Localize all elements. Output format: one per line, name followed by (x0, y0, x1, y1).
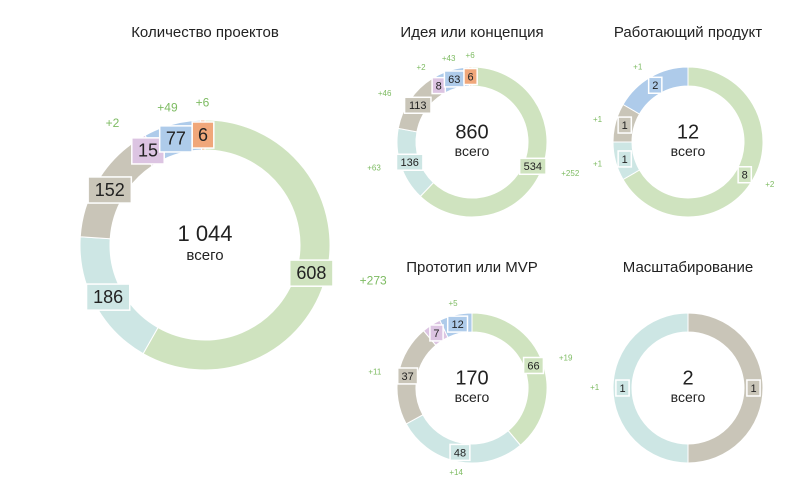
value-label: 1 (750, 383, 756, 395)
value-label: 7 (433, 328, 439, 340)
value-label: 534 (524, 161, 542, 173)
value-label-box (617, 150, 633, 168)
value-label-box (449, 443, 471, 462)
change-label: +2 (416, 63, 426, 72)
value-label: 66 (527, 360, 539, 372)
value-label-box (158, 125, 193, 153)
change-label: +46 (378, 89, 392, 98)
value-label: 77 (166, 129, 186, 149)
value-label-box (87, 176, 133, 204)
change-label: +1 (593, 115, 603, 124)
change-label: +1 (593, 159, 603, 168)
donut-segment (142, 119, 331, 371)
value-label: 12 (451, 319, 463, 331)
chart-title: Количество проектов (131, 24, 279, 41)
value-label: 37 (401, 371, 413, 383)
change-label: +2 (106, 116, 120, 130)
value-label-box (737, 166, 753, 184)
value-label-box (395, 153, 424, 171)
value-label: 63 (448, 74, 460, 86)
value-label: 2 (652, 80, 658, 92)
change-label: +11 (368, 367, 382, 376)
change-label: +5 (448, 299, 458, 308)
total-caption: всего (455, 143, 490, 159)
value-label-box (446, 315, 469, 333)
value-label: 1 (622, 154, 628, 166)
value-label: 6 (198, 125, 208, 145)
value-label: 1 (622, 120, 628, 132)
value-label-box (647, 76, 663, 95)
value-label-box (518, 157, 547, 176)
value-label: 152 (95, 180, 125, 200)
value-label: 8 (742, 170, 748, 182)
value-label-box (131, 137, 165, 165)
total-value: 170 (455, 367, 488, 389)
change-label: +63 (367, 164, 381, 173)
total-value: 860 (455, 121, 488, 143)
value-label-box (85, 283, 131, 311)
change-label: +14 (449, 468, 463, 477)
chart-title: Масштабирование (623, 259, 753, 276)
change-label: +1 (590, 383, 600, 392)
value-label: 8 (436, 81, 442, 93)
value-label-box (429, 324, 444, 342)
value-label-box (396, 367, 419, 385)
total-caption: всего (671, 389, 706, 405)
donut-segment (612, 312, 689, 464)
change-label: +273 (360, 273, 387, 287)
change-label: +6 (466, 51, 476, 60)
change-label: +252 (561, 169, 580, 178)
value-label: 48 (454, 447, 466, 459)
value-label-box (746, 379, 761, 397)
change-label: +19 (559, 353, 573, 362)
donut-segment (419, 66, 548, 218)
chart-title: Прототип или MVP (406, 259, 538, 276)
total-value: 12 (677, 121, 699, 143)
total-caption: всего (671, 143, 706, 159)
value-label: 186 (93, 287, 123, 307)
change-label: +43 (442, 54, 456, 63)
value-label: 113 (409, 100, 427, 112)
change-label: +49 (157, 100, 178, 114)
total-caption: всего (455, 389, 490, 405)
value-label: 15 (138, 141, 158, 161)
change-label: +1 (633, 62, 643, 71)
chart-title: Идея или концепция (400, 24, 543, 41)
value-label-box (191, 121, 215, 149)
value-label-box (403, 96, 432, 114)
chart-title: Работающий продукт (614, 24, 762, 41)
total-value: 1 044 (177, 221, 232, 246)
change-label: +6 (196, 95, 210, 109)
value-label-box (463, 67, 478, 86)
change-label: +2 (765, 180, 775, 189)
value-label-box (288, 259, 334, 287)
value-label-box (617, 116, 633, 134)
donut-segment (622, 66, 764, 218)
value-label-box (615, 379, 630, 397)
value-label: 1 (619, 383, 625, 395)
value-label: 136 (401, 157, 419, 169)
value-label: 608 (296, 263, 326, 283)
value-label: 6 (468, 71, 474, 83)
total-caption: всего (186, 247, 223, 264)
value-label-box (522, 356, 545, 375)
total-value: 2 (682, 367, 693, 389)
